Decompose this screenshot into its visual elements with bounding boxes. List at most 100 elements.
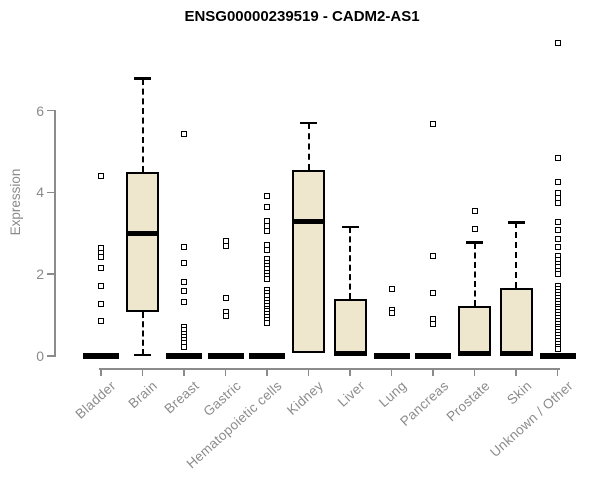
outlier-point — [430, 321, 436, 328]
median-line — [126, 230, 159, 236]
zero-bar — [373, 353, 410, 359]
y-tick — [47, 355, 54, 357]
outlier-point — [98, 301, 104, 308]
outlier-point — [554, 200, 561, 207]
y-tick — [47, 109, 54, 112]
outlier-point — [222, 313, 229, 320]
outlier-point — [430, 120, 436, 127]
outlier-point — [388, 285, 395, 292]
zero-bar — [249, 353, 285, 359]
x-tick — [432, 368, 434, 376]
upper-whisker — [307, 122, 310, 170]
zero-bar — [166, 353, 202, 359]
upper-whisker-cap — [341, 225, 359, 229]
y-tick-label: 2 — [36, 266, 44, 283]
y-tick-label: 0 — [36, 348, 44, 364]
zero-bar — [207, 353, 244, 359]
x-tick-label: Breast — [161, 378, 203, 417]
outlier-point — [264, 203, 270, 210]
outlier-point — [181, 130, 187, 137]
outlier-point — [98, 265, 104, 272]
outlier-point — [554, 244, 561, 251]
box — [458, 305, 491, 356]
outlier-point — [554, 346, 561, 353]
x-tick-label: Bladder — [72, 378, 120, 422]
upper-whisker — [349, 227, 351, 299]
outlier-point — [264, 193, 270, 200]
outlier-point — [264, 227, 270, 234]
y-axis-line — [54, 110, 56, 357]
x-tick — [141, 368, 144, 376]
outlier-point — [98, 173, 104, 180]
lower-whisker — [141, 311, 144, 356]
outlier-point — [554, 236, 561, 243]
outlier-point — [264, 319, 270, 326]
outlier-point — [554, 178, 561, 185]
outlier-point — [430, 252, 436, 259]
outlier-point — [554, 219, 561, 226]
x-tick-label: Skin — [503, 378, 535, 408]
box — [499, 287, 533, 356]
upper-whisker — [141, 78, 144, 172]
median-line — [292, 218, 325, 224]
y-tick-label: 4 — [36, 184, 44, 201]
box — [126, 171, 159, 312]
outlier-point — [181, 298, 187, 305]
upper-whisker-cap — [300, 121, 317, 125]
outlier-point — [430, 289, 436, 296]
outlier-point — [264, 276, 270, 283]
outlier-point — [181, 279, 187, 286]
x-tick — [515, 368, 517, 376]
box — [292, 169, 325, 354]
outlier-point — [98, 254, 104, 261]
zero-bar — [415, 353, 451, 359]
y-tick — [47, 273, 54, 275]
x-tick-label: Prostate — [443, 378, 493, 425]
outlier-point — [554, 40, 561, 47]
upper-whisker-cap — [466, 241, 483, 244]
outlier-point — [264, 246, 270, 253]
x-tick-label: Lung — [376, 378, 410, 411]
zero-bar — [83, 353, 119, 359]
x-axis-line — [99, 368, 560, 370]
x-tick — [224, 368, 227, 376]
median-line — [499, 351, 533, 357]
outlier-point — [222, 294, 229, 301]
x-tick — [100, 368, 102, 376]
x-tick — [183, 368, 185, 376]
outlier-point — [554, 155, 561, 162]
x-tick — [349, 368, 351, 376]
upper-whisker-cap — [507, 221, 525, 224]
outlier-point — [181, 259, 187, 266]
y-tick — [47, 191, 54, 194]
upper-whisker — [473, 242, 476, 306]
median-line — [458, 351, 491, 357]
outlier-point — [222, 242, 229, 249]
x-tick-label: Kidney — [284, 378, 327, 418]
outlier-point — [388, 310, 395, 317]
box — [333, 298, 367, 356]
median-line — [333, 351, 367, 357]
outlier-point — [554, 227, 561, 234]
chart-title: ENSG00000239519 - CADM2-AS1 — [184, 8, 420, 25]
x-tick — [307, 368, 310, 376]
outlier-point — [181, 343, 187, 350]
upper-whisker-cap — [134, 77, 151, 80]
outlier-point — [471, 207, 478, 214]
x-tick-label: Liver — [335, 378, 369, 410]
lower-whisker-cap — [134, 353, 151, 357]
x-tick-label: Brain — [125, 378, 161, 412]
outlier-point — [554, 271, 561, 278]
x-tick — [556, 368, 559, 376]
y-tick-label: 6 — [36, 102, 44, 119]
zero-bar — [539, 353, 576, 359]
x-tick — [473, 368, 476, 376]
x-tick — [390, 368, 393, 376]
outlier-point — [471, 226, 478, 233]
upper-whisker — [515, 222, 517, 288]
outlier-point — [98, 283, 104, 290]
x-tick — [266, 368, 268, 376]
outlier-point — [181, 243, 187, 250]
